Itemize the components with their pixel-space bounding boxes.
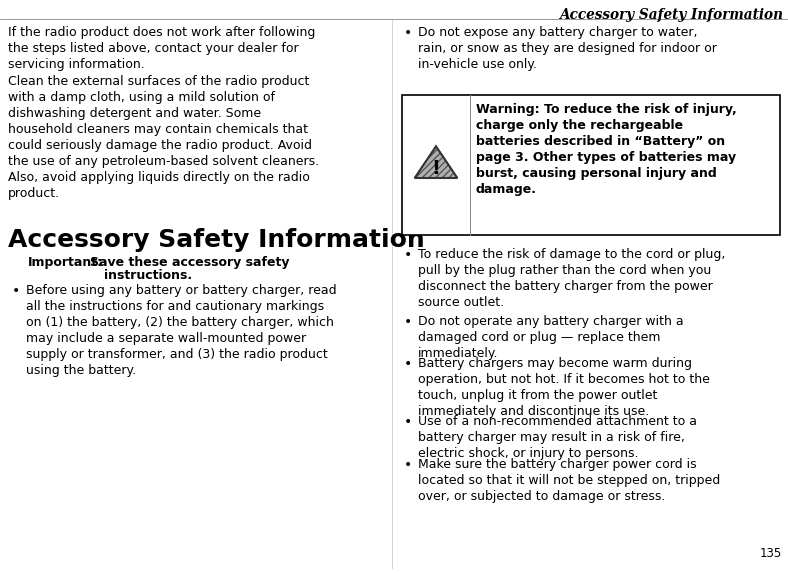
Text: •: • — [404, 26, 412, 40]
Text: •: • — [404, 357, 412, 371]
Text: 135: 135 — [760, 547, 782, 560]
Text: If the radio product does not work after following
the steps listed above, conta: If the radio product does not work after… — [8, 26, 315, 71]
Text: Battery chargers may become warm during
operation, but not hot. If it becomes ho: Battery chargers may become warm during … — [418, 357, 710, 418]
Text: Important:: Important: — [28, 256, 103, 269]
Text: Warning: To reduce the risk of injury,
charge only the rechargeable
batteries de: Warning: To reduce the risk of injury, c… — [476, 103, 737, 196]
Text: •: • — [404, 458, 412, 472]
Bar — [402, 95, 780, 235]
Text: Accessory Safety Information: Accessory Safety Information — [8, 228, 425, 252]
Text: Make sure the battery charger power cord is
located so that it will not be stepp: Make sure the battery charger power cord… — [418, 458, 720, 503]
Text: Before using any battery or battery charger, read
all the instructions for and c: Before using any battery or battery char… — [26, 284, 336, 377]
Text: Do not operate any battery charger with a
damaged cord or plug — replace them
im: Do not operate any battery charger with … — [418, 315, 684, 360]
Text: instructions.: instructions. — [104, 269, 192, 282]
Text: Do not expose any battery charger to water,
rain, or snow as they are designed f: Do not expose any battery charger to wat… — [418, 26, 717, 71]
Text: Clean the external surfaces of the radio product
with a damp cloth, using a mild: Clean the external surfaces of the radio… — [8, 75, 319, 200]
Text: Save these accessory safety: Save these accessory safety — [90, 256, 289, 269]
Text: •: • — [404, 248, 412, 262]
Text: Use of a non-recommended attachment to a
battery charger may result in a risk of: Use of a non-recommended attachment to a… — [418, 415, 697, 460]
Text: !: ! — [432, 159, 440, 178]
Polygon shape — [414, 146, 457, 178]
Text: •: • — [404, 315, 412, 329]
Text: •: • — [404, 415, 412, 429]
Text: •: • — [12, 284, 20, 298]
Text: Accessory Safety Information: Accessory Safety Information — [559, 8, 783, 22]
Text: To reduce the risk of damage to the cord or plug,
pull by the plug rather than t: To reduce the risk of damage to the cord… — [418, 248, 726, 309]
